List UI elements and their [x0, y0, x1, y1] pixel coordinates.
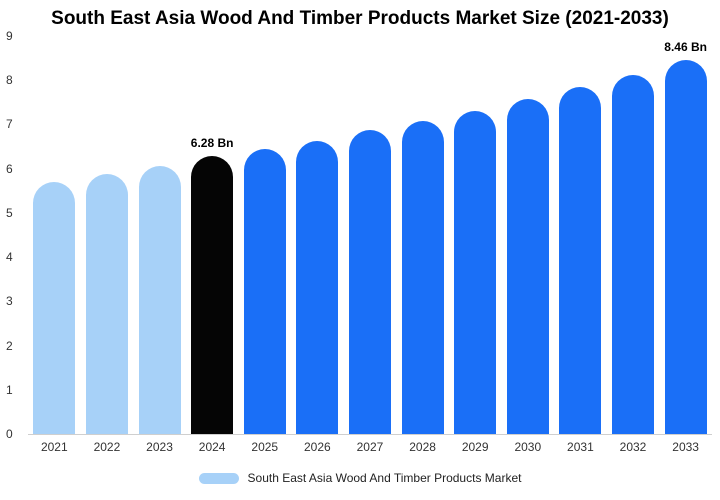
y-tick-label: 5	[6, 206, 13, 220]
y-tick-label: 3	[6, 294, 13, 308]
bar-slot-2023	[133, 36, 186, 434]
bar-2030	[506, 99, 549, 434]
x-axis-label: 2033	[672, 440, 699, 454]
bar-slot-2033: 8.46 Bn	[659, 36, 712, 434]
y-axis: 0 1 2 3 4 5 6 7 8 9	[4, 29, 28, 441]
y-tick-label: 9	[6, 29, 13, 43]
y-tick-label: 8	[6, 73, 13, 87]
x-axis-label: 2024	[198, 440, 226, 454]
bar-2033	[664, 60, 707, 434]
bar-value-label: 6.28 Bn	[190, 136, 234, 150]
bar-slot-2026	[291, 36, 344, 434]
legend-swatch	[198, 472, 239, 484]
bar-2026	[296, 141, 339, 434]
bar-slot-2028	[396, 36, 449, 434]
bar-2028	[401, 121, 444, 434]
x-axis: 2021 2022 2023 2024 2025 2026 2027 2028 2029 2030…	[28, 435, 712, 459]
x-axis-label: 2025	[251, 440, 279, 454]
bar-2027	[348, 130, 391, 434]
y-tick-label: 1	[6, 383, 13, 397]
bar-slot-2029	[449, 36, 502, 434]
bar-slot-2032	[607, 36, 660, 434]
plot-area: 6.28 Bn 8.46 Bn	[28, 36, 712, 435]
x-axis-label: 2022	[93, 440, 121, 454]
x-axis-label: 2026	[304, 440, 331, 454]
legend: South East Asia Wood And Timber Products…	[0, 471, 720, 485]
bar-2022	[85, 174, 128, 434]
y-tick-label: 2	[6, 339, 13, 353]
bar-slot-2024: 6.28 Bn	[186, 36, 239, 434]
bar-slot-2021	[28, 36, 81, 434]
y-tick-label: 0	[6, 427, 13, 441]
bar-2031	[559, 87, 602, 434]
x-axis-label: 2021	[40, 440, 68, 454]
y-tick-label: 4	[6, 250, 13, 264]
x-axis-label: 2030	[514, 440, 542, 454]
plot-wrap: 6.28 Bn 8.46 Bn 2021 2022 2023 2024 2025 2026 2…	[28, 36, 712, 459]
x-axis-label: 2028	[409, 440, 436, 454]
bar-2032	[612, 75, 654, 434]
bar-2023	[138, 166, 181, 434]
bar-slot-2022	[81, 36, 134, 434]
chart-title: South East Asia Wood And Timber Products…	[51, 8, 669, 29]
y-tick-label: 7	[6, 117, 13, 131]
bar-value-label: 8.46 Bn	[664, 40, 707, 54]
bar-slot-2031	[554, 36, 607, 434]
x-axis-label: 2032	[619, 440, 647, 454]
x-axis-label: 2029	[461, 440, 489, 454]
legend-label: South East Asia Wood And Timber Products…	[247, 471, 522, 485]
x-axis-label: 2031	[567, 440, 594, 454]
bar-2021	[33, 182, 76, 434]
bar-slot-2025	[238, 36, 291, 434]
y-tick-label: 6	[6, 162, 13, 176]
x-axis-label: 2023	[146, 440, 173, 454]
bar-slot-2027	[344, 36, 397, 434]
bar-2025	[243, 149, 286, 434]
bar-2029	[454, 111, 497, 434]
x-axis-label: 2027	[356, 440, 384, 454]
bar-slot-2030	[501, 36, 554, 434]
bar-2024	[191, 156, 234, 434]
